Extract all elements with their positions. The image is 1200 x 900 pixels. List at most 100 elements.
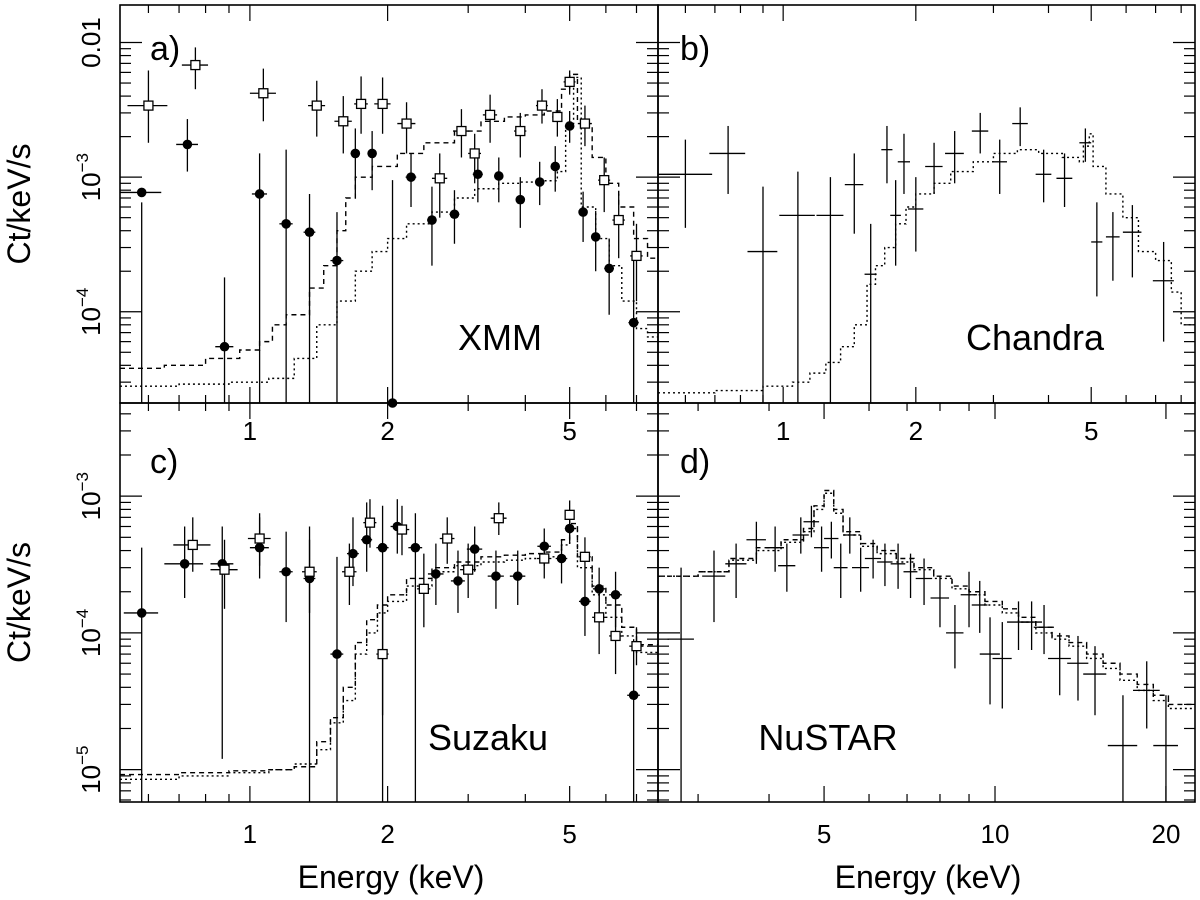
panel-a-model-dotted <box>120 76 658 387</box>
data-point <box>844 153 864 234</box>
x-axis-title-d: Energy (keV) <box>835 859 1022 895</box>
data-point <box>535 89 548 124</box>
data-point <box>363 499 377 548</box>
x-tick-label: 1 <box>243 819 257 849</box>
data-point <box>550 146 561 192</box>
open-square-marker <box>631 641 642 652</box>
x-tick-label: 5 <box>562 416 576 446</box>
filled-circle-marker <box>367 148 377 159</box>
data-point <box>578 191 588 242</box>
data-point <box>303 193 316 403</box>
data-point <box>890 543 906 589</box>
filled-circle-marker <box>604 263 614 274</box>
data-point <box>509 550 526 605</box>
x-tick-label: 2 <box>909 416 923 446</box>
data-point <box>564 500 575 530</box>
y-tick-label: 10−3 <box>73 153 106 201</box>
data-point <box>123 547 159 802</box>
data-point <box>1035 149 1052 203</box>
filled-circle-marker <box>610 589 621 600</box>
data-point <box>864 223 877 403</box>
x-tick-label: 2 <box>380 819 394 849</box>
open-square-marker <box>190 59 201 71</box>
open-square-marker <box>401 118 412 129</box>
data-point <box>1122 205 1142 278</box>
filled-circle-marker <box>377 542 388 553</box>
x-tick-label: 10 <box>981 819 1010 849</box>
data-point <box>487 550 504 609</box>
data-point <box>493 157 504 203</box>
filled-circle-marker <box>580 596 590 607</box>
panel-b: 1 2 5 b) Chandra <box>657 4 1196 446</box>
data-point <box>816 177 844 403</box>
data-point <box>612 193 625 259</box>
data-point <box>468 133 481 184</box>
panel-label: b) <box>680 30 710 68</box>
panel-b-x-ticks <box>684 5 1182 403</box>
data-point <box>747 186 778 403</box>
data-point <box>592 591 606 655</box>
filled-circle-marker <box>469 544 480 554</box>
data-point <box>843 517 857 554</box>
panel-b-series-crosses <box>658 107 1174 403</box>
data-point <box>779 171 815 403</box>
data-point <box>979 617 1000 705</box>
data-point <box>181 47 209 90</box>
y-tick-label: 10−3 <box>73 472 106 520</box>
data-point <box>247 513 271 566</box>
filled-circle-marker <box>136 608 147 618</box>
filled-circle-marker <box>332 649 342 659</box>
data-point <box>628 251 639 403</box>
data-point <box>427 543 444 605</box>
data-point <box>852 547 870 592</box>
open-square-marker <box>187 539 198 551</box>
data-point <box>308 80 326 137</box>
data-point <box>992 622 1012 709</box>
open-square-marker <box>418 583 429 594</box>
open-square-marker <box>258 88 269 99</box>
panel-c-model-dotted <box>120 527 658 781</box>
open-square-marker <box>536 100 548 111</box>
data-point <box>439 517 455 564</box>
data-point <box>709 125 746 194</box>
panel-c: 1 2 5 10−5 10−4 10−3 Ct/keV/s c) Suzaku <box>1 402 659 849</box>
data-point <box>374 77 391 134</box>
data-point <box>334 96 352 154</box>
panel-label: d) <box>680 443 710 481</box>
open-square-marker <box>434 173 445 184</box>
data-point <box>915 558 933 605</box>
data-point <box>578 537 591 579</box>
data-point <box>877 543 893 587</box>
data-point <box>210 526 234 759</box>
open-square-marker <box>463 564 474 575</box>
open-square-marker <box>610 630 621 642</box>
open-square-marker <box>442 533 453 544</box>
y-tick-label: 10−4 <box>73 288 106 336</box>
filled-circle-marker <box>304 227 315 237</box>
data-point <box>251 153 268 403</box>
filled-circle-marker <box>406 172 416 182</box>
data-point <box>408 513 423 802</box>
x-tick-label: 1 <box>243 416 257 446</box>
data-point <box>702 550 726 623</box>
filled-circle-marker <box>491 571 501 581</box>
open-square-marker <box>593 612 605 623</box>
data-point <box>376 604 389 716</box>
data-point <box>627 639 640 802</box>
data-point <box>609 604 622 675</box>
data-point <box>1079 128 1092 162</box>
panel-label: c) <box>150 443 178 481</box>
filled-circle-marker <box>564 121 575 131</box>
data-point <box>354 76 368 134</box>
data-point <box>127 70 168 143</box>
data-point <box>992 139 1007 194</box>
data-point <box>431 153 448 218</box>
filled-circle-marker <box>590 232 601 242</box>
open-square-marker <box>396 524 408 535</box>
y-tick-label: 0.01 <box>76 17 106 68</box>
data-point <box>555 539 568 584</box>
data-point <box>279 149 293 403</box>
y-axis-title: Ct/keV/s <box>1 144 37 265</box>
open-square-marker <box>579 551 591 562</box>
data-point <box>330 212 344 403</box>
